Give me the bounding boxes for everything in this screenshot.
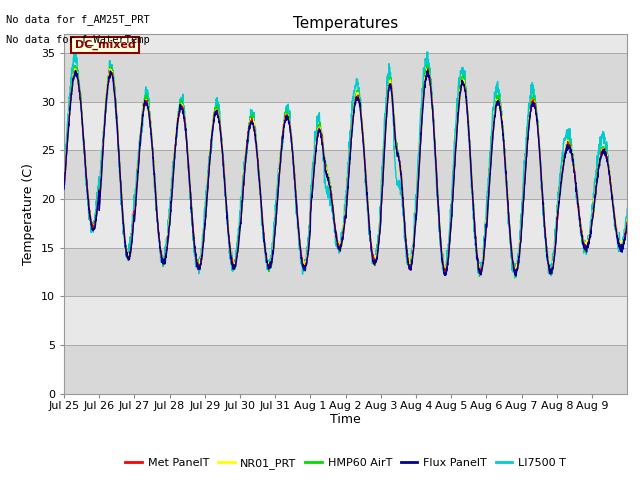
Bar: [64, 53, 627, 102]
Bar: [64, 34, 627, 53]
Title: Temperatures: Temperatures: [293, 16, 398, 31]
Text: DC_mixed: DC_mixed: [74, 40, 135, 50]
Text: No data for f_AM25T_PRT: No data for f_AM25T_PRT: [6, 14, 150, 25]
Bar: [64, 199, 627, 248]
X-axis label: Time: Time: [330, 413, 361, 426]
Legend: Met PanelT, NR01_PRT, HMP60 AirT, Flux PanelT, LI7500 T: Met PanelT, NR01_PRT, HMP60 AirT, Flux P…: [121, 453, 570, 473]
Bar: [64, 150, 627, 199]
Bar: [64, 345, 627, 394]
Bar: [64, 102, 627, 150]
Text: No data for f_WaterTemp: No data for f_WaterTemp: [6, 34, 150, 45]
Y-axis label: Temperature (C): Temperature (C): [22, 163, 35, 264]
Bar: [64, 296, 627, 345]
Bar: [64, 248, 627, 296]
